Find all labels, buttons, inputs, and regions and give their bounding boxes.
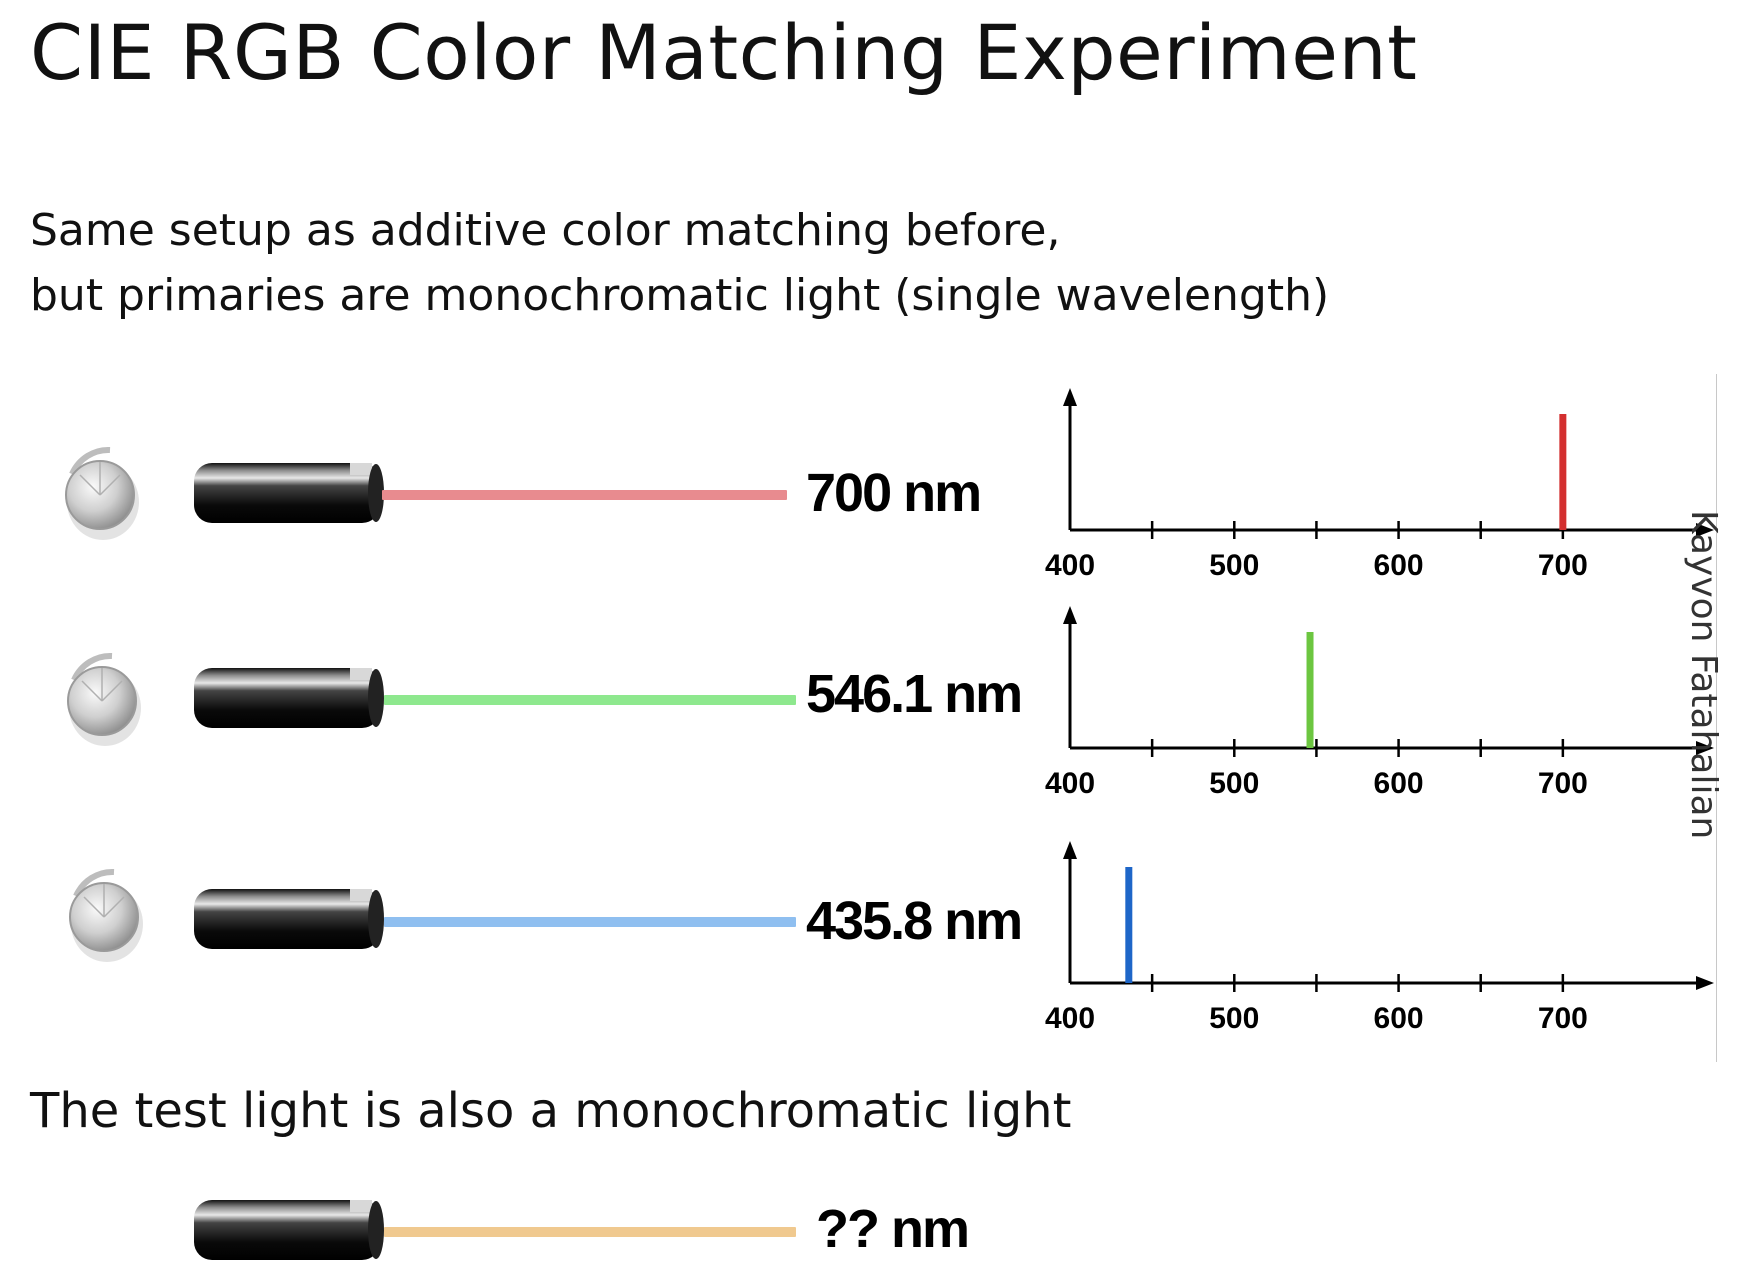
laser-emitter-red [190, 461, 390, 525]
x-tick-label: 500 [1209, 767, 1259, 800]
dial-knob-green [52, 646, 152, 756]
x-tick-label: 500 [1209, 1002, 1259, 1035]
x-tick-label: 600 [1374, 1002, 1424, 1035]
y-axis-arrow [1063, 388, 1077, 406]
spectrum-plot-blue: 400 500 600 700 [1045, 841, 1714, 1035]
x-axis-arrow [1696, 976, 1714, 990]
author-credit: Kayvon Fatahalian [1683, 510, 1724, 840]
spectrum-plot-red: 400 500 600 700 [1045, 388, 1714, 582]
wavelength-label-green: 546.1 nm [806, 664, 1023, 724]
x-tick-label: 600 [1374, 549, 1424, 582]
x-tick-label: 700 [1538, 1002, 1588, 1035]
dial-knob-red [50, 440, 150, 550]
spectrum-plot-green: 400 500 600 700 [1045, 606, 1714, 800]
x-axis-arrow [1696, 741, 1714, 755]
beam-green [384, 695, 796, 705]
x-tick-label: 700 [1538, 549, 1588, 582]
dial-knob-blue [54, 862, 154, 972]
x-tick-label: 500 [1209, 549, 1259, 582]
wavelength-label-blue: 435.8 nm [806, 891, 1023, 951]
wavelength-label-test: ?? nm [816, 1199, 970, 1259]
y-axis-arrow [1063, 606, 1077, 624]
x-tick-label: 400 [1045, 767, 1095, 800]
x-tick-label: 400 [1045, 549, 1095, 582]
laser-emitter-blue [190, 887, 390, 951]
credit-divider [1716, 374, 1717, 1062]
test-light-caption: The test light is also a monochromatic l… [30, 1083, 1072, 1139]
subtitle-line-2: but primaries are monochromatic light (s… [30, 270, 1330, 321]
laser-emitter-test [190, 1198, 390, 1262]
beam-blue [384, 917, 796, 927]
x-tick-label: 400 [1045, 1002, 1095, 1035]
laser-emitter-green [190, 666, 390, 730]
x-tick-label: 600 [1374, 767, 1424, 800]
y-axis-arrow [1063, 841, 1077, 859]
subtitle-line-1: Same setup as additive color matching be… [30, 205, 1061, 256]
x-axis-arrow [1696, 523, 1714, 537]
beam-red [382, 490, 787, 500]
wavelength-label-red: 700 nm [806, 463, 982, 523]
x-tick-label: 700 [1538, 767, 1588, 800]
beam-test [384, 1227, 796, 1237]
page-title: CIE RGB Color Matching Experiment [30, 8, 1418, 97]
subtitle: Same setup as additive color matching be… [30, 198, 1329, 328]
